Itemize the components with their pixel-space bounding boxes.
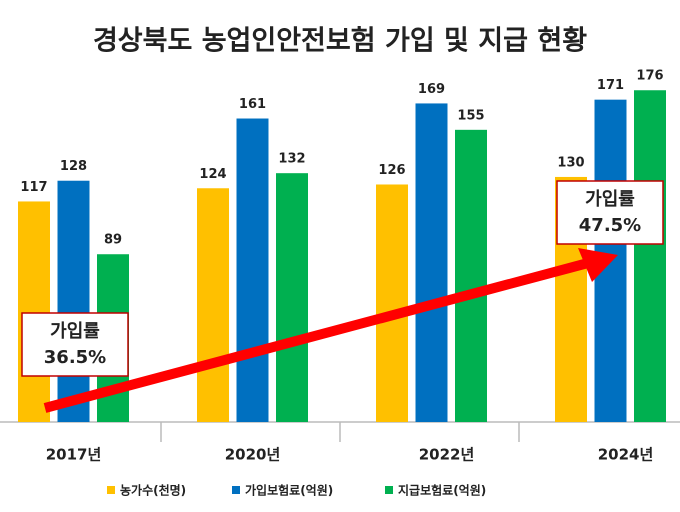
bar — [276, 173, 308, 422]
annotation-box — [21, 312, 129, 377]
data-label: 176 — [636, 69, 663, 84]
bar — [634, 90, 666, 423]
data-label: 171 — [597, 78, 624, 93]
bar — [376, 184, 408, 422]
legend-swatch — [232, 486, 240, 494]
data-label: 132 — [278, 152, 305, 167]
bar — [18, 201, 50, 422]
x-tick-label: 2024년 — [598, 446, 654, 464]
x-tick-label: 2017년 — [46, 446, 102, 464]
annotation-text: 47.5% — [579, 215, 641, 236]
legend-label: 지급보험료(억원) — [398, 483, 486, 498]
bar — [57, 180, 90, 422]
data-label: 161 — [239, 97, 266, 112]
data-label: 126 — [378, 163, 405, 178]
legend-swatch — [385, 486, 393, 494]
data-label: 89 — [104, 233, 122, 248]
trend-arrow — [43, 258, 590, 413]
data-label: 117 — [20, 180, 47, 195]
annotation-title: 가입률 — [50, 320, 100, 342]
annotation-box — [556, 180, 664, 245]
annotation-text: 36.5% — [44, 347, 106, 368]
x-tick-label: 2022년 — [419, 446, 475, 464]
data-label: 130 — [557, 155, 584, 170]
legend-label: 농가수(천명) — [120, 483, 186, 498]
annotation-title: 가입률 — [585, 188, 635, 210]
bar — [197, 188, 229, 422]
data-label: 124 — [199, 167, 226, 182]
data-label: 128 — [60, 159, 87, 174]
data-label: 155 — [457, 108, 484, 123]
bar — [415, 103, 448, 422]
trend-arrowhead — [578, 248, 618, 282]
legend-label: 가입보험료(억원) — [245, 483, 333, 498]
x-tick-label: 2020년 — [225, 446, 281, 464]
chart-title: 경상북도 농업인안전보험 가입 및 지급 현황 — [93, 26, 587, 57]
data-label: 169 — [418, 82, 445, 97]
legend-swatch — [107, 486, 115, 494]
bar — [455, 129, 487, 422]
bar — [236, 118, 269, 422]
